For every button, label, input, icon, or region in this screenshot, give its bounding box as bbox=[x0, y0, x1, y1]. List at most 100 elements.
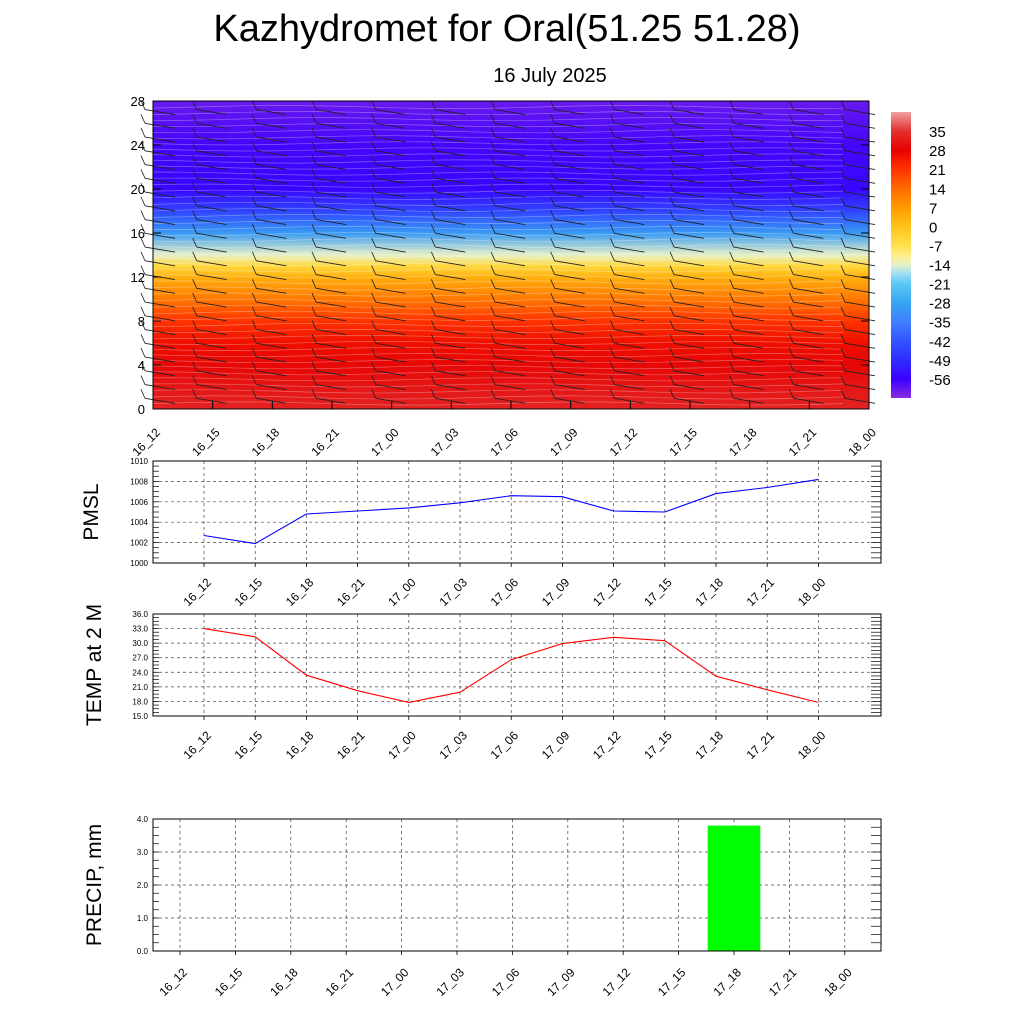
wind-barb-flag bbox=[788, 196, 794, 206]
wind-barb-flag bbox=[550, 347, 556, 358]
wind-barb-flag bbox=[550, 182, 556, 193]
y-axis-label: PMSL bbox=[80, 483, 103, 540]
wind-barb-flag bbox=[550, 100, 556, 110]
wind-barb bbox=[435, 315, 466, 322]
wind-barb-flag bbox=[609, 334, 615, 344]
wind-barb bbox=[844, 164, 876, 170]
wind-barb-flag bbox=[192, 375, 198, 385]
wind-barb-flag bbox=[729, 320, 735, 330]
wind-barb bbox=[256, 136, 287, 143]
wind-barb-flag bbox=[669, 127, 675, 138]
wind-barb-flag bbox=[729, 114, 735, 124]
wind-barb bbox=[315, 219, 347, 225]
wind-barb bbox=[196, 191, 227, 198]
wind-barb-flag bbox=[251, 127, 257, 138]
wind-barb-flag bbox=[609, 375, 615, 385]
wind-barb bbox=[196, 205, 227, 212]
wind-barb bbox=[673, 370, 705, 377]
wind-barb bbox=[435, 177, 466, 184]
wind-barb-flag bbox=[251, 292, 257, 303]
wind-barb bbox=[196, 274, 227, 280]
wind-barb-flag bbox=[669, 237, 675, 248]
wind-barb bbox=[435, 384, 466, 390]
wind-barb bbox=[375, 342, 406, 349]
wind-barb-flag bbox=[251, 251, 257, 261]
x-tick-label: 17_18 bbox=[726, 425, 760, 459]
wind-barb bbox=[315, 122, 347, 129]
wind-barb-flag bbox=[550, 251, 556, 261]
wind-barb bbox=[256, 122, 287, 129]
wind-barb bbox=[494, 232, 526, 239]
wind-barb bbox=[733, 205, 764, 212]
wind-barb bbox=[435, 246, 466, 253]
wind-barb-flag bbox=[788, 389, 794, 399]
wind-barb bbox=[554, 150, 585, 157]
wind-barb-flag bbox=[430, 141, 436, 151]
wind-barb-flag bbox=[729, 196, 735, 206]
wind-barb-flag bbox=[840, 251, 846, 261]
wind-barb-flag bbox=[550, 389, 556, 399]
wind-barb bbox=[494, 274, 526, 280]
y-tick-label: 18.0 bbox=[132, 697, 148, 706]
colorbar-label: -28 bbox=[929, 296, 951, 313]
wind-barb-flag bbox=[371, 196, 377, 206]
wind-barb-flag bbox=[430, 210, 436, 220]
x-tick-label: 17_21 bbox=[766, 965, 800, 999]
wind-barb-flag bbox=[840, 127, 846, 138]
wind-barb bbox=[673, 397, 705, 404]
wind-barb-flag bbox=[840, 334, 846, 344]
wind-barb bbox=[733, 397, 764, 404]
contour-line bbox=[152, 268, 844, 273]
wind-barb-flag bbox=[609, 182, 615, 193]
x-tick-label: 17_21 bbox=[786, 425, 820, 459]
wind-barb-flag bbox=[251, 306, 257, 316]
wind-barb-flag bbox=[669, 347, 675, 358]
contour-line bbox=[152, 395, 844, 400]
contour-line bbox=[152, 335, 844, 339]
wind-barb-flag bbox=[430, 292, 436, 303]
wind-barb-flag bbox=[490, 237, 496, 248]
wind-barb-flag bbox=[840, 306, 846, 316]
wind-barb bbox=[614, 356, 645, 363]
wind-barb bbox=[614, 219, 645, 225]
wind-barb bbox=[554, 191, 585, 198]
wind-barb-flag bbox=[311, 100, 317, 110]
colorbar-label: -21 bbox=[929, 277, 951, 294]
wind-barb bbox=[256, 287, 287, 294]
x-tick-label: 16_18 bbox=[283, 728, 317, 762]
x-tick-label: 16_12 bbox=[156, 965, 190, 999]
wind-barb-flag bbox=[192, 182, 198, 193]
wind-barb-flag bbox=[788, 265, 794, 275]
wind-barb bbox=[614, 164, 645, 170]
wind-barb-flag bbox=[371, 251, 377, 261]
contour-line bbox=[152, 383, 844, 388]
wind-barb-flag bbox=[490, 251, 496, 261]
wind-barb bbox=[844, 384, 876, 390]
wind-barb bbox=[435, 301, 466, 308]
wind-barb bbox=[315, 397, 347, 404]
contour-line bbox=[152, 195, 844, 200]
wind-barb bbox=[196, 356, 227, 363]
x-tick-label: 16_18 bbox=[283, 575, 317, 609]
wind-barb-flag bbox=[192, 127, 198, 138]
colorbar-label: 0 bbox=[929, 219, 937, 236]
wind-barb bbox=[673, 246, 705, 253]
contour-line bbox=[152, 328, 844, 333]
wind-barb bbox=[793, 219, 824, 225]
x-tick-label: 17_03 bbox=[433, 965, 467, 999]
wind-barb-flag bbox=[192, 100, 198, 110]
wind-barb bbox=[196, 342, 227, 349]
x-tick-label: 16_12 bbox=[129, 425, 163, 459]
wind-barb-flag bbox=[371, 292, 377, 303]
contour-line bbox=[152, 280, 844, 285]
wind-barb bbox=[733, 342, 764, 349]
wind-barb bbox=[614, 136, 645, 143]
x-tick-label: 16_21 bbox=[323, 965, 357, 999]
wind-barb-flag bbox=[140, 100, 146, 110]
wind-barb-flag bbox=[251, 182, 257, 193]
wind-barb bbox=[315, 329, 347, 335]
wind-barb bbox=[375, 370, 406, 377]
wind-barb bbox=[733, 177, 764, 184]
wind-barb bbox=[315, 315, 347, 322]
wind-barb-flag bbox=[840, 155, 846, 165]
